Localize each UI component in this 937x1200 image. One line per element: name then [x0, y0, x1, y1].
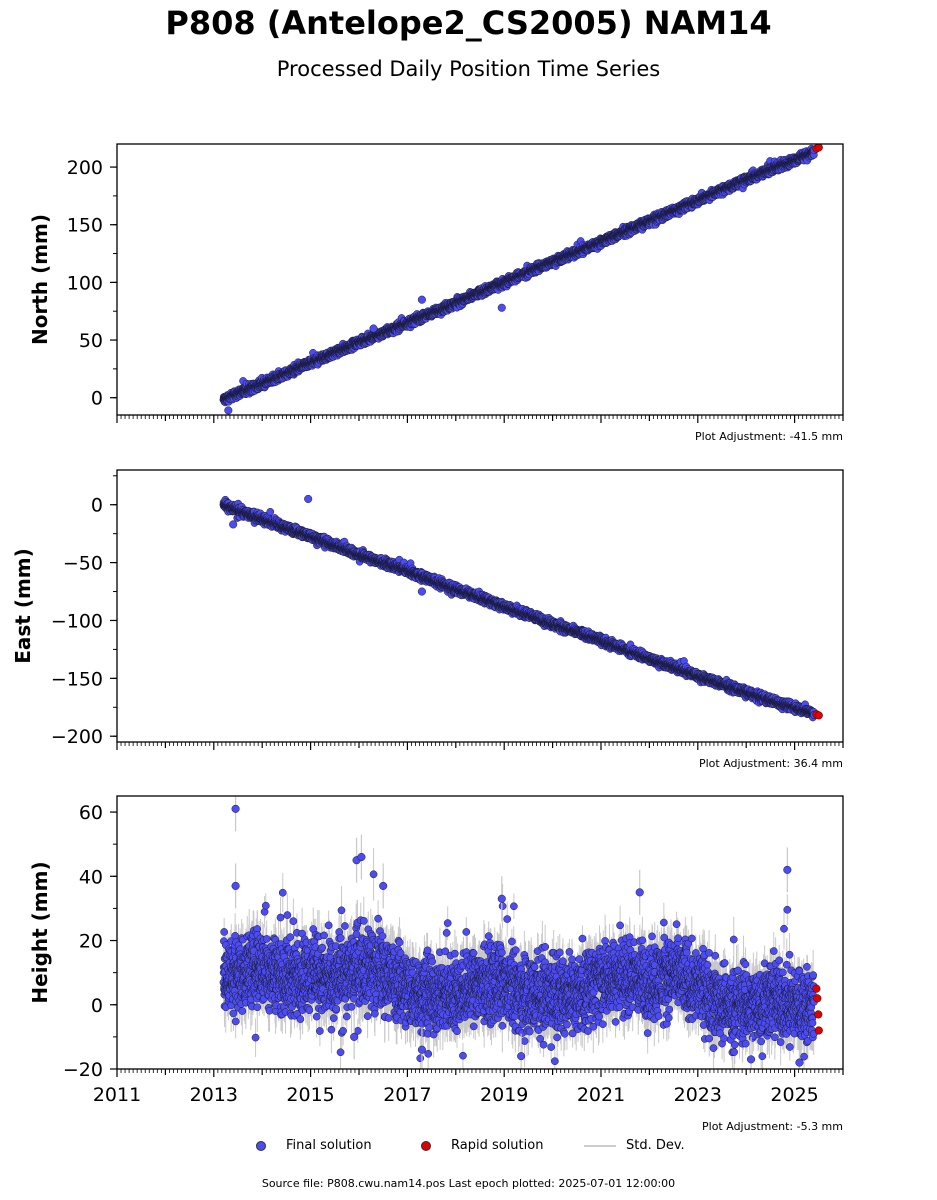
- panel-1: 0 50 100 150 200 North (mm) Plot Adjustment: -…: [28, 143, 844, 443]
- y-tick-label: 150: [67, 215, 103, 237]
- final-point: [417, 295, 426, 304]
- y-axis-label: North (mm): [28, 214, 52, 345]
- final-point: [369, 324, 378, 333]
- plot-area: [219, 494, 823, 722]
- y-tick-label: 200: [67, 157, 103, 179]
- plot-adjustment: Plot Adjustment: -41.5 mm: [695, 430, 843, 443]
- final-point: [224, 406, 233, 415]
- final-point: [497, 303, 506, 312]
- plot-area: [219, 144, 823, 415]
- y-tick-label: 0: [91, 388, 103, 410]
- y-tick-label: 100: [67, 272, 103, 294]
- chart-subtitle: Processed Daily Position Time Series: [276, 57, 661, 81]
- chart-title: P808 (Antelope2_CS2005) NAM14: [165, 4, 772, 42]
- y-tick-label: 50: [79, 330, 103, 352]
- rapid-point: [814, 144, 823, 152]
